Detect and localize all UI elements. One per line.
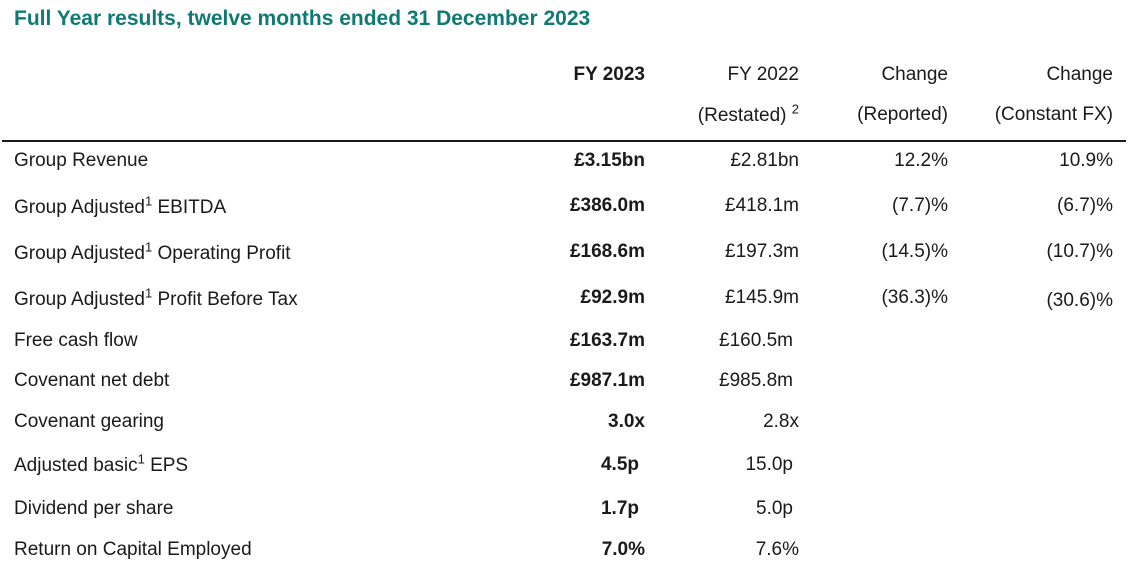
value-change-constant-fx: (30.6)% <box>1046 290 1113 311</box>
value-change-reported: (7.7)% <box>892 195 948 216</box>
value-change-reported: 12.2% <box>894 150 948 171</box>
value-fy2022: £418.1m <box>725 195 799 216</box>
value-fy2023: 7.0% <box>601 539 645 560</box>
row-label: Covenant gearing <box>14 411 164 433</box>
value-fy2022: 2.8x <box>763 411 799 432</box>
header-change-reported-sub: (Reported) <box>857 104 948 125</box>
row-label-text: Group Adjusted <box>14 289 145 310</box>
footnote-marker: 1 <box>144 239 153 255</box>
header-change-constant-fx: Change <box>1046 64 1113 85</box>
header-fy2023: FY 2023 <box>573 64 645 85</box>
value-fy2022: 7.6% <box>755 539 799 560</box>
value-change-constant-fx: (10.7)% <box>1046 241 1113 262</box>
row-label: Group Adjusted1 Profit Before Tax <box>14 285 298 311</box>
value-change-reported: (14.5)% <box>881 241 948 262</box>
value-fy2023: £3.15bn <box>574 150 645 171</box>
value-fy2022: 5.0p <box>756 498 793 519</box>
row-label: Dividend per share <box>14 498 173 520</box>
footnote-marker: 1 <box>144 285 153 301</box>
row-label-suffix: EPS <box>144 455 189 476</box>
value-fy2023: £168.6m <box>569 241 645 262</box>
row-label-text: Free cash flow <box>14 330 138 351</box>
value-fy2022: £985.8m <box>719 370 793 391</box>
value-fy2023: 4.5p <box>600 454 639 475</box>
value-fy2023: 3.0x <box>608 411 645 432</box>
header-fy2022-restated-text: (Restated) <box>697 105 787 126</box>
row-label-text: Group Adjusted <box>14 197 145 218</box>
row-label-text: Return on Capital Employed <box>14 539 252 560</box>
page-title: Full Year results, twelve months ended 3… <box>14 7 591 30</box>
value-change-reported: (36.3)% <box>881 287 948 308</box>
row-label: Group Revenue <box>14 150 148 172</box>
value-fy2023: £163.7m <box>569 330 645 351</box>
row-label: Covenant net debt <box>14 370 169 392</box>
row-label-suffix: EBITDA <box>152 197 227 218</box>
row-label-text: Group Revenue <box>14 150 149 171</box>
value-fy2022: £160.5m <box>719 330 793 351</box>
header-change-constant-fx-sub: (Constant FX) <box>994 104 1113 125</box>
value-change-constant-fx: (6.7)% <box>1057 195 1113 216</box>
value-fy2023: £987.1m <box>569 370 645 391</box>
row-label: Return on Capital Employed <box>14 539 252 561</box>
value-fy2023: £386.0m <box>569 195 645 216</box>
header-fy2022-restated: (Restated) 2 <box>697 101 799 127</box>
row-label-text: Dividend per share <box>14 498 174 519</box>
row-label-text: Covenant gearing <box>14 411 164 432</box>
header-change-reported: Change <box>881 64 948 85</box>
row-label-suffix: Operating Profit <box>152 243 291 264</box>
value-fy2022: £197.3m <box>725 241 799 262</box>
footnote-marker: 1 <box>137 451 145 467</box>
footnote-marker: 2 <box>791 101 799 117</box>
row-label: Group Adjusted1 Operating Profit <box>14 239 291 265</box>
row-label-suffix: Profit Before Tax <box>152 289 298 310</box>
row-label: Adjusted basic1 EPS <box>14 451 189 477</box>
row-label-text: Group Adjusted <box>14 243 145 264</box>
row-label-text: Covenant net debt <box>14 370 170 391</box>
footnote-marker: 1 <box>144 193 153 209</box>
row-label: Free cash flow <box>14 330 138 352</box>
row-label: Group Adjusted1 EBITDA <box>14 193 227 219</box>
value-fy2023: £92.9m <box>580 287 645 308</box>
value-change-constant-fx: 10.9% <box>1059 150 1113 171</box>
header-fy2022: FY 2022 <box>727 64 799 85</box>
value-fy2022: £2.81bn <box>730 150 799 171</box>
row-label-text: Adjusted basic <box>14 455 138 476</box>
header-divider <box>2 140 1126 142</box>
value-fy2022: 15.0p <box>745 454 793 475</box>
value-fy2022: £145.9m <box>725 287 799 308</box>
value-fy2023: 1.7p <box>600 498 639 519</box>
